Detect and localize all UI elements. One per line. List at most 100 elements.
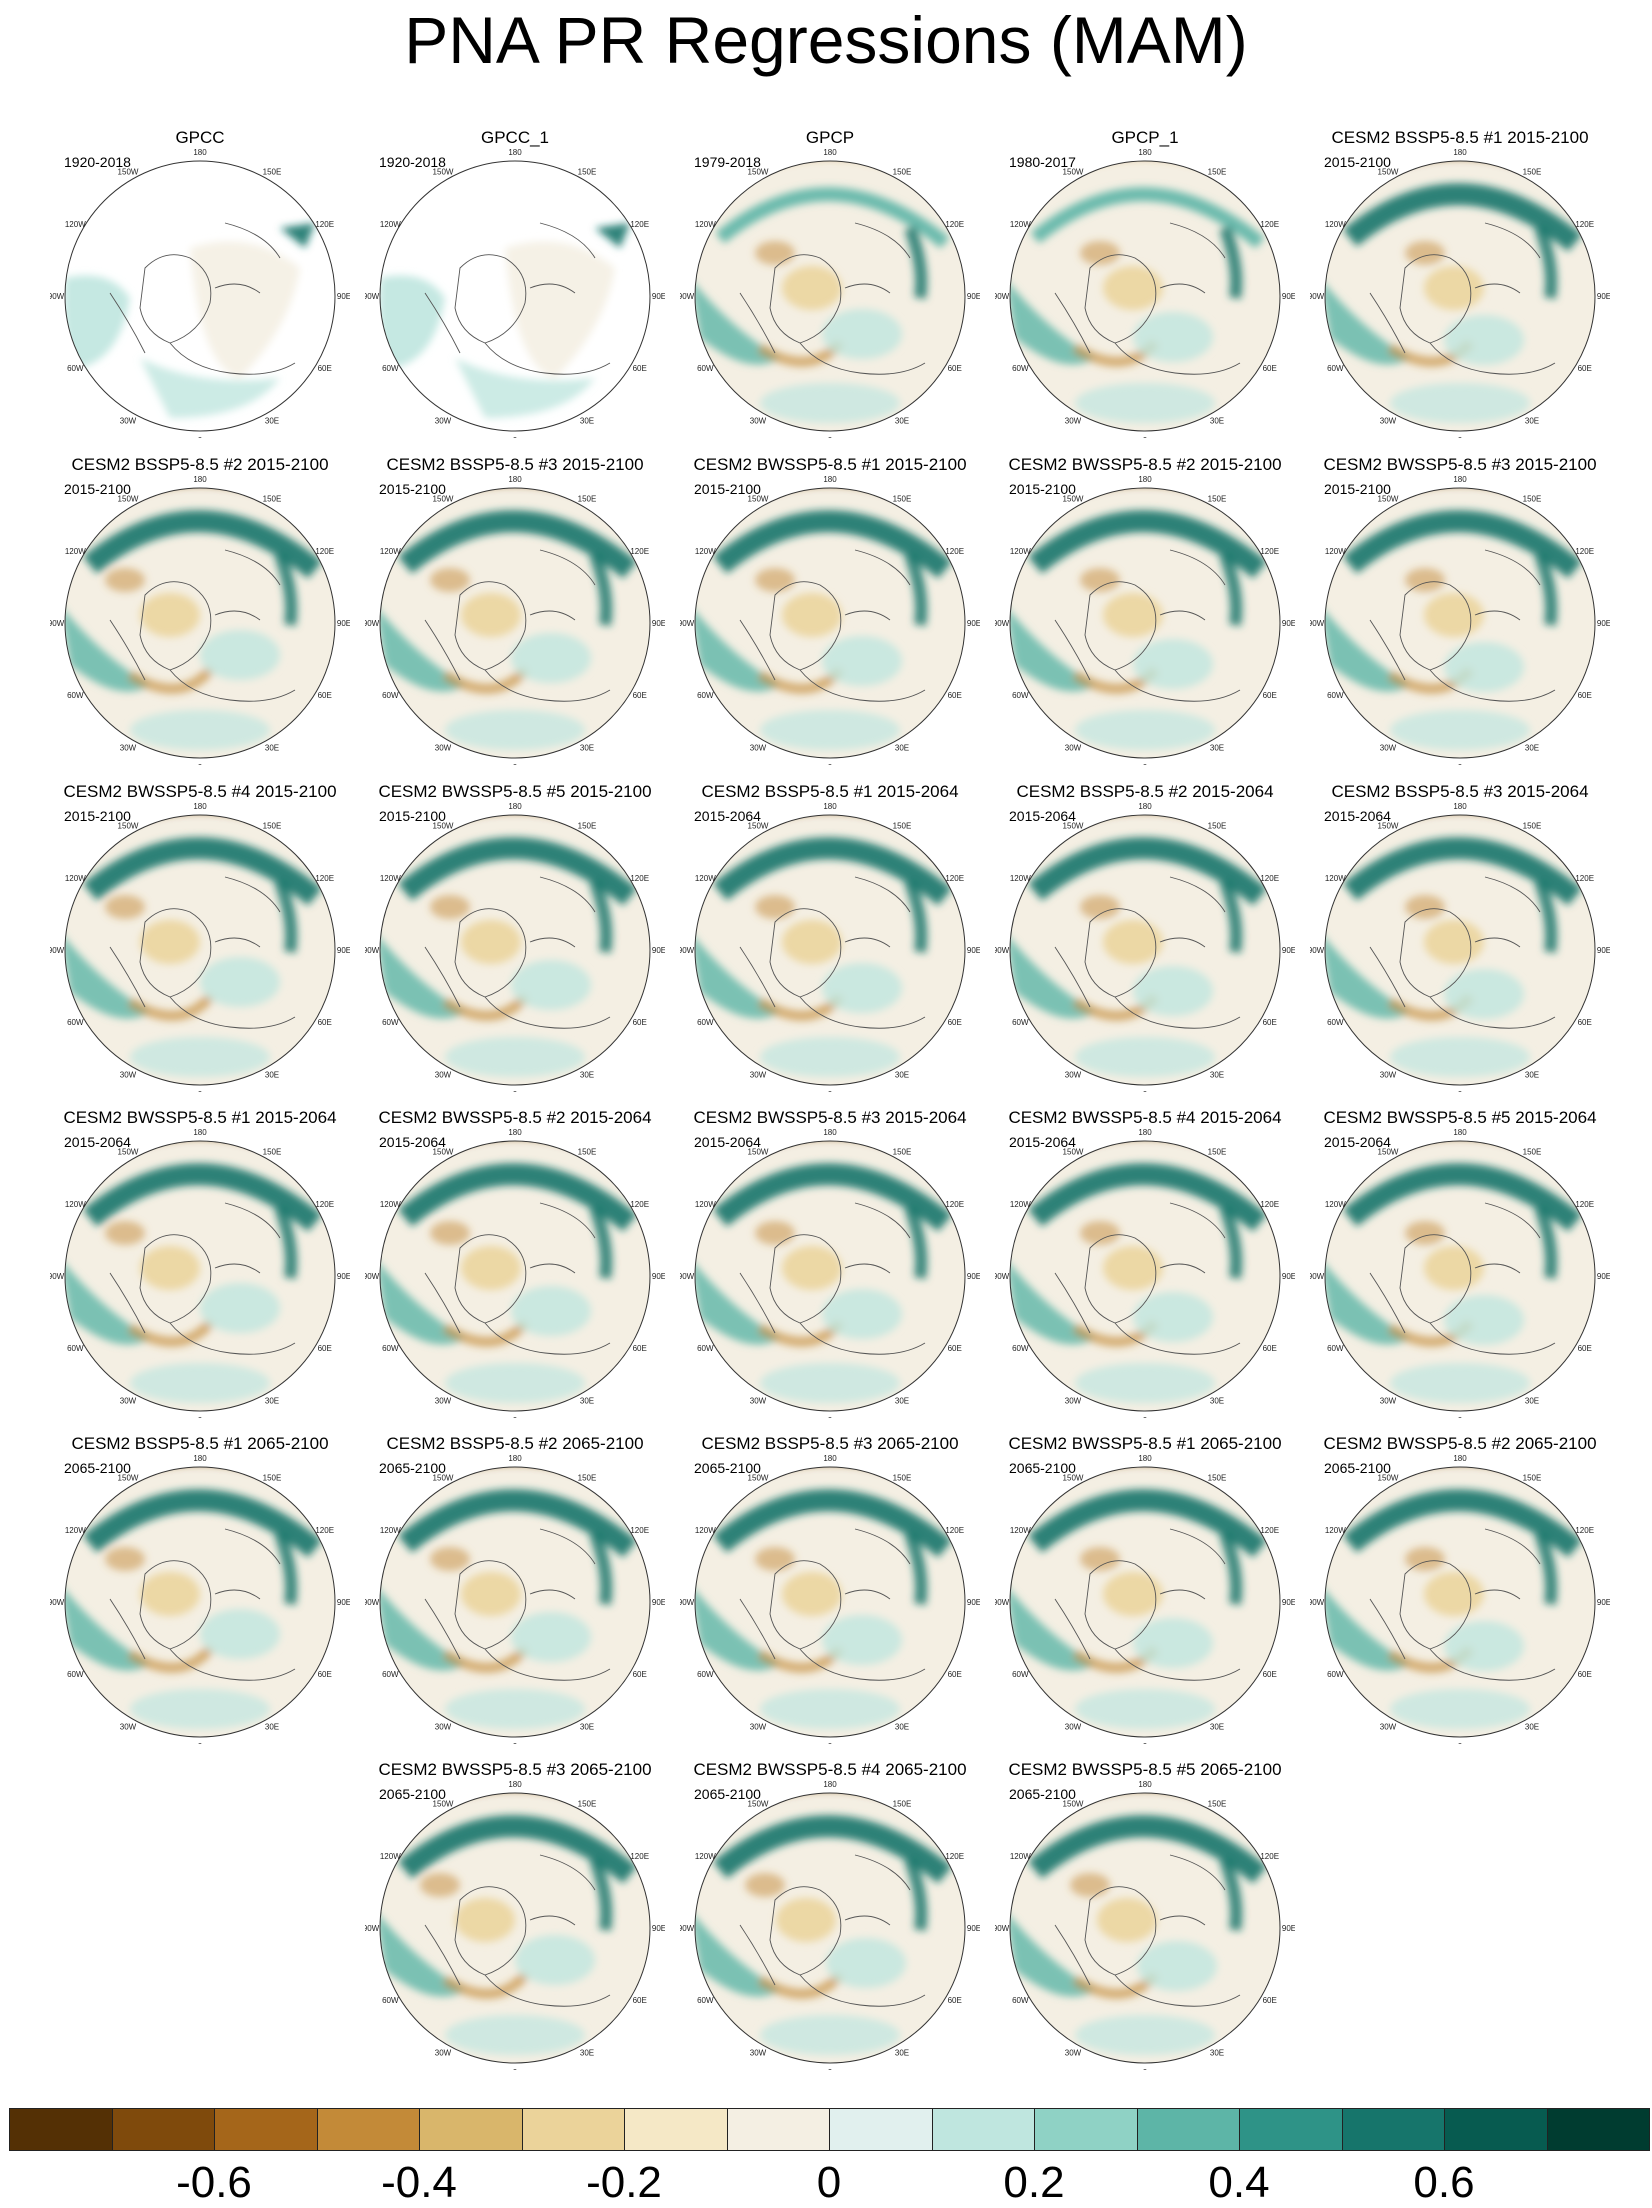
- longitude-label: 150W: [118, 821, 139, 830]
- longitude-label: 150E: [578, 167, 597, 176]
- longitude-label: 30E: [1525, 1723, 1539, 1732]
- precip-field: [380, 1467, 650, 1737]
- map-panel: CESM2 BSSP5-8.5 #3 2015-2064 180 150E 120E 9…: [1310, 782, 1610, 1092]
- longitude-label: 30W: [120, 744, 137, 753]
- longitude-label: 120W: [380, 1200, 401, 1209]
- longitude-label: 120W: [1010, 1200, 1031, 1209]
- longitude-label: 150E: [263, 494, 282, 503]
- map-panel: CESM2 BWSSP5-8.5 #3 2015-2064 180 150E 120E…: [680, 1108, 980, 1418]
- longitude-label: 180: [823, 802, 837, 811]
- longitude-label: 150W: [1063, 1147, 1084, 1156]
- longitude-label: 90W: [995, 1924, 1010, 1933]
- longitude-label: 0: [198, 436, 203, 438]
- panel-title: CESM2 BSSP5-8.5 #2 2015-2100: [71, 455, 329, 474]
- map-boundary: [379, 1792, 651, 2064]
- longitude-label: 30E: [895, 744, 909, 753]
- longitude-label: 120E: [315, 220, 334, 229]
- polar-map: 180 150E 120E 90E 60E 30E 0 30W 60W 90W 120W 150W: [680, 1128, 980, 1418]
- map-panel: CESM2 BWSSP5-8.5 #4 2065-2100 180 150E 120E…: [680, 1760, 980, 2070]
- longitude-label: 90W: [1310, 619, 1325, 628]
- longitude-label: 120E: [1575, 1200, 1594, 1209]
- map-panel: CESM2 BWSSP5-8.5 #5 2065-2100 180 150E 120E…: [995, 1760, 1295, 2070]
- polar-map: 180 150E 120E 90E 60E 30E 0 30W 60W 90W 120W 150W: [680, 1454, 980, 1744]
- longitude-label: 30W: [120, 1397, 137, 1406]
- longitude-label: 90W: [365, 946, 380, 955]
- longitude-label: 150W: [1063, 494, 1084, 503]
- longitude-label: 150W: [433, 1473, 454, 1482]
- longitude-label: 180: [1138, 1128, 1152, 1137]
- map-boundary: [1009, 814, 1281, 1086]
- longitude-label: 30W: [1380, 1397, 1397, 1406]
- longitude-label: 30E: [580, 1397, 594, 1406]
- coastlines: [739, 222, 926, 375]
- map-panel: CESM2 BWSSP5-8.5 #3 2065-2100 180 150E 120E…: [365, 1760, 665, 2070]
- colorbar-segment: [214, 2108, 318, 2151]
- longitude-label: 60E: [318, 691, 332, 700]
- coastlines: [739, 549, 926, 702]
- longitude-label: 180: [508, 1780, 522, 1789]
- longitude-label: 30E: [895, 2049, 909, 2058]
- longitude-label: 180: [1138, 148, 1152, 157]
- longitude-label: 30W: [750, 744, 767, 753]
- longitude-label: 150W: [433, 1799, 454, 1808]
- longitude-label: 60W: [1327, 691, 1344, 700]
- longitude-label: 60W: [382, 691, 399, 700]
- precip-field: [695, 1467, 965, 1737]
- coastlines: [1369, 222, 1556, 375]
- longitude-label: 180: [1453, 1128, 1467, 1137]
- map-boundary: [379, 1140, 651, 1412]
- map-boundary: [694, 814, 966, 1086]
- panel-years: 2015-2100: [1009, 481, 1076, 497]
- longitude-label: 60W: [1012, 364, 1029, 373]
- precip-field: [65, 488, 335, 758]
- longitude-label: 90W: [50, 1598, 65, 1607]
- longitude-label: 90E: [1282, 1598, 1295, 1607]
- longitude-label: 90E: [337, 946, 350, 955]
- coastlines: [424, 1528, 611, 1681]
- longitude-label: 0: [828, 1090, 833, 1092]
- longitude-label: 120E: [1260, 547, 1279, 556]
- longitude-label: 30W: [1065, 1071, 1082, 1080]
- longitude-label: 30W: [435, 1723, 452, 1732]
- longitude-label: 180: [193, 1128, 207, 1137]
- map-boundary: [1009, 487, 1281, 759]
- longitude-label: 90E: [967, 1924, 980, 1933]
- longitude-label: 180: [823, 148, 837, 157]
- longitude-label: 60E: [948, 1344, 962, 1353]
- longitude-label: 120W: [1010, 1852, 1031, 1861]
- longitude-label: 90E: [1597, 1598, 1610, 1607]
- longitude-label: 60E: [948, 1670, 962, 1679]
- map-panel: CESM2 BWSSP5-8.5 #1 2015-2064 180 150E 120E…: [50, 1108, 350, 1418]
- longitude-label: 90E: [652, 1598, 665, 1607]
- panel-years: 2015-2064: [1324, 1134, 1391, 1150]
- longitude-label: 180: [823, 1454, 837, 1463]
- map-boundary: [1324, 487, 1596, 759]
- longitude-label: 150W: [748, 1147, 769, 1156]
- map-panel: CESM2 BSSP5-8.5 #2 2015-2100 180 150E 120E 9…: [50, 455, 350, 765]
- longitude-label: 150E: [263, 167, 282, 176]
- longitude-label: 30E: [1525, 1071, 1539, 1080]
- longitude-label: 90W: [680, 292, 695, 301]
- longitude-label: 150W: [1378, 821, 1399, 830]
- map-panel: CESM2 BSSP5-8.5 #1 2065-2100 180 150E 120E 9…: [50, 1434, 350, 1744]
- longitude-label: 90E: [1597, 1272, 1610, 1281]
- map-boundary: [694, 487, 966, 759]
- coastlines: [739, 1854, 926, 2007]
- longitude-label: 180: [193, 475, 207, 484]
- polar-map: 180 150E 120E 90E 60E 30E 0 30W 60W 90W 120W 150W: [995, 1454, 1295, 1744]
- longitude-label: 30W: [120, 1071, 137, 1080]
- panel-years: 2015-2064: [64, 1134, 131, 1150]
- precip-field: [1010, 815, 1280, 1085]
- longitude-label: 120W: [1010, 1526, 1031, 1535]
- coastlines: [739, 1202, 926, 1355]
- longitude-label: 150E: [578, 821, 597, 830]
- longitude-label: 90E: [652, 619, 665, 628]
- longitude-label: 150W: [118, 494, 139, 503]
- longitude-label: 120W: [65, 220, 86, 229]
- precip-field: [65, 1467, 335, 1737]
- polar-map: 180 150E 120E 90E 60E 30E 0 30W 60W 90W 120W 150W: [50, 802, 350, 1092]
- panel-years: 2015-2100: [1324, 154, 1391, 170]
- longitude-label: 60E: [1263, 1670, 1277, 1679]
- longitude-label: 30W: [1380, 1071, 1397, 1080]
